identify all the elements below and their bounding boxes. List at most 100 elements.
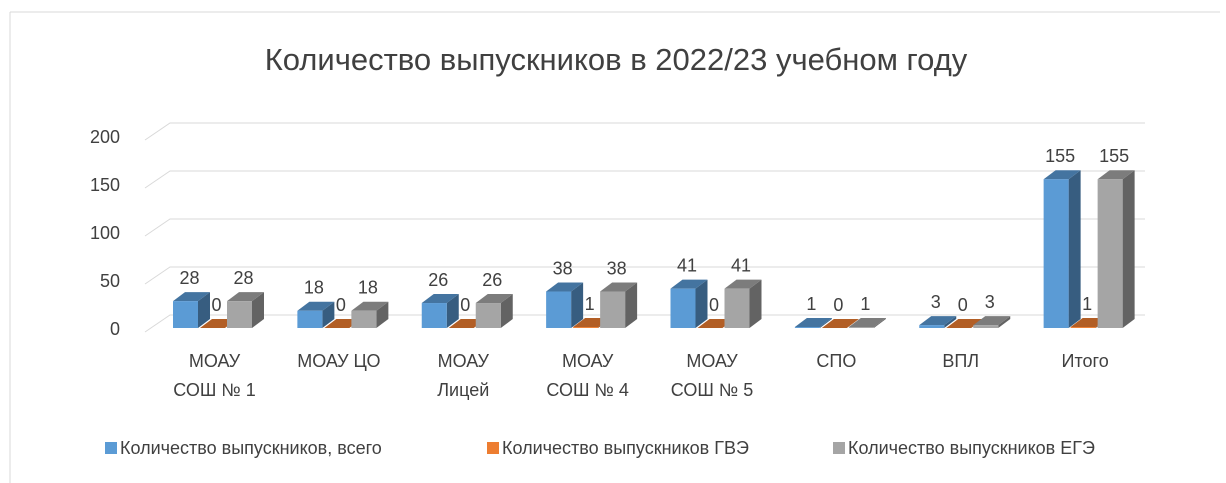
bar-side [944,316,957,328]
bar-side [1122,170,1135,328]
x-tick-label: МОАУ [686,351,738,371]
data-label: 1 [585,294,595,314]
data-label: 26 [428,270,448,290]
bar-top [173,292,210,302]
x-tick-label: СОШ № 4 [546,380,628,400]
bar-top [297,301,335,311]
y-tick-label: 100 [90,223,120,243]
chart-title: Количество выпускников в 2022/23 учебном… [265,42,968,77]
bar-top [351,301,389,311]
bar-top [600,282,638,292]
bar [173,301,198,328]
data-label: 18 [358,277,378,297]
legend-label: Количество выпускников ГВЭ [502,438,749,458]
bar [600,291,626,328]
bar [475,303,501,328]
bar [421,303,447,328]
bar-top [724,279,762,289]
grid-line [144,314,1145,333]
bar [1043,179,1069,328]
data-label: 0 [336,295,346,315]
bar [724,288,750,328]
legend-label: Количество выпускников, всего [120,438,382,458]
bar-side [998,316,1011,328]
bar-side [625,282,638,328]
bar [351,310,377,328]
legend-swatch [487,442,499,454]
bar [670,288,696,328]
bar-side [749,279,762,328]
bar-side [500,294,513,328]
bar [297,310,323,328]
data-label: 41 [677,255,697,275]
data-label: 26 [482,270,502,290]
y-tick-label: 50 [100,271,120,291]
x-tick-label: МОАУ [562,351,614,371]
x-tick-label: МОАУ ЦО [297,351,380,371]
bar-side [198,292,210,328]
bar [1070,327,1096,328]
bar-top [1043,170,1081,180]
data-label: 3 [931,292,941,312]
x-tick-label: СПО [816,351,856,371]
x-tick-label: ВПЛ [942,351,979,371]
legend-swatch [833,442,845,454]
bar-side [571,282,584,328]
bar [227,301,252,328]
data-label: 3 [985,292,995,312]
legend-swatch [105,442,117,454]
bar [546,291,572,328]
bar-side [695,279,708,328]
data-label: 0 [460,295,470,315]
bar-top [919,316,957,326]
data-label: 155 [1045,146,1075,166]
bar-top [475,294,513,304]
bar [973,325,999,328]
data-label: 38 [607,258,627,278]
bar-top [848,318,886,328]
data-label: 28 [233,268,253,288]
x-tick-label: МОАУ [189,351,241,371]
bar-top [973,316,1011,326]
y-tick-label: 200 [90,127,120,147]
x-tick-label: Лицей [437,380,489,400]
x-tick-label: МОАУ [438,351,490,371]
data-label: 1 [806,294,816,314]
data-label: 18 [304,277,324,297]
bar-top [821,319,859,328]
data-label: 1 [1082,294,1092,314]
bar-side [322,301,335,328]
data-label: 155 [1099,146,1129,166]
bar-top [227,292,264,302]
data-label: 0 [833,295,843,315]
data-label: 0 [211,295,221,315]
bar-side [1068,170,1081,328]
legend-label: Количество выпускников ЕГЭ [848,438,1095,458]
bar-side [376,301,389,328]
y-tick-label: 0 [110,319,120,339]
bar-side [873,318,886,328]
x-tick-label: СОШ № 1 [173,380,255,400]
bar-top [1097,170,1135,180]
y-tick-label: 150 [90,175,120,195]
bar-side [819,318,832,328]
data-label: 28 [179,268,199,288]
x-tick-label: Итого [1062,351,1109,371]
bar [573,327,599,328]
bar-side [446,294,459,328]
bar [919,325,945,328]
data-label: 0 [709,295,719,315]
grid-line [144,218,1145,237]
grid-line [144,170,1145,189]
bar [848,327,874,328]
data-label: 38 [553,258,573,278]
grid-line [144,266,1145,285]
data-label: 0 [958,295,968,315]
bar-top [794,318,832,328]
grid-line [144,122,1145,141]
bar [1097,179,1123,328]
bar-top [421,294,459,304]
bar-top [546,282,584,292]
bar-top [670,279,708,289]
